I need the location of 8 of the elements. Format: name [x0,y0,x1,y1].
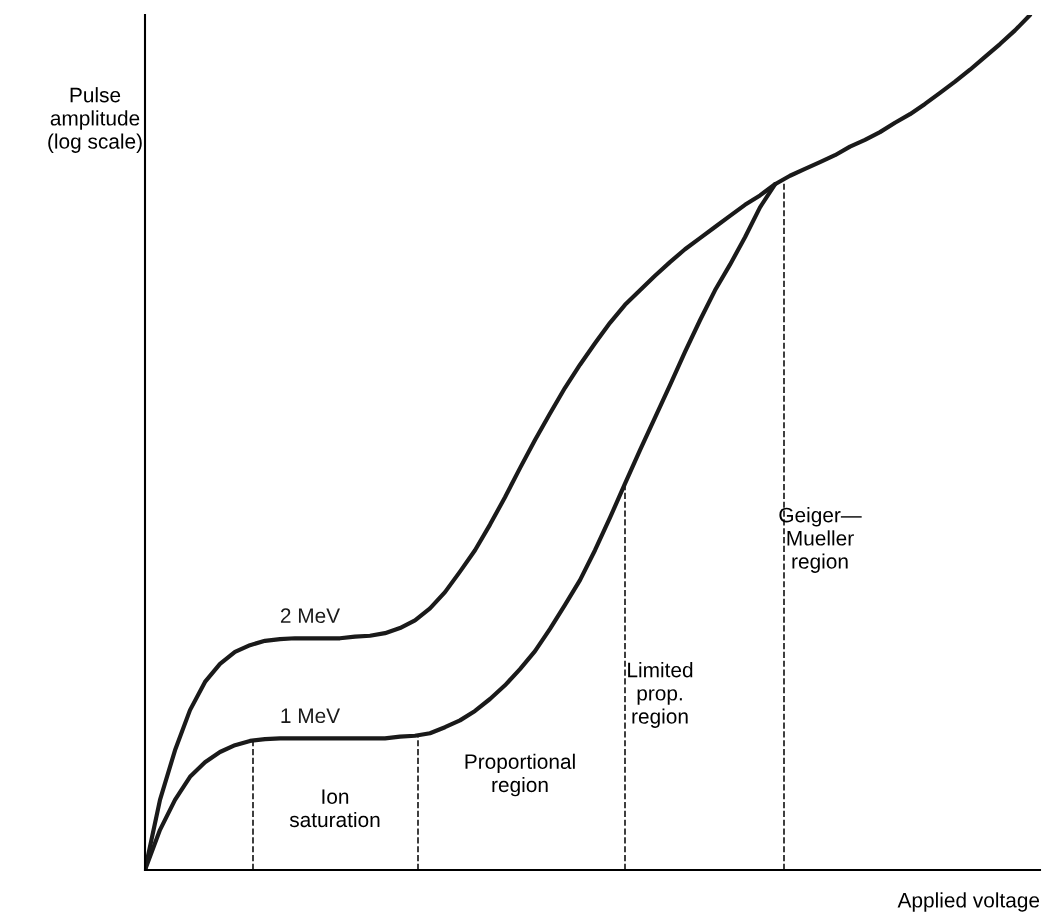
annotation: Proportional region [465,753,575,797]
series-label: 1 MeV [281,708,341,724]
x-axis-title: Applied voltage [897,892,1040,912]
annotation: Geiger— Mueller region [779,507,862,573]
annotation: Limited prop. region [628,662,693,728]
y-axis-title: Pulse amplitude (log scale) [48,87,142,153]
series-label: 2 MeV [280,608,341,624]
annotation: Ion saturation [289,789,380,828]
